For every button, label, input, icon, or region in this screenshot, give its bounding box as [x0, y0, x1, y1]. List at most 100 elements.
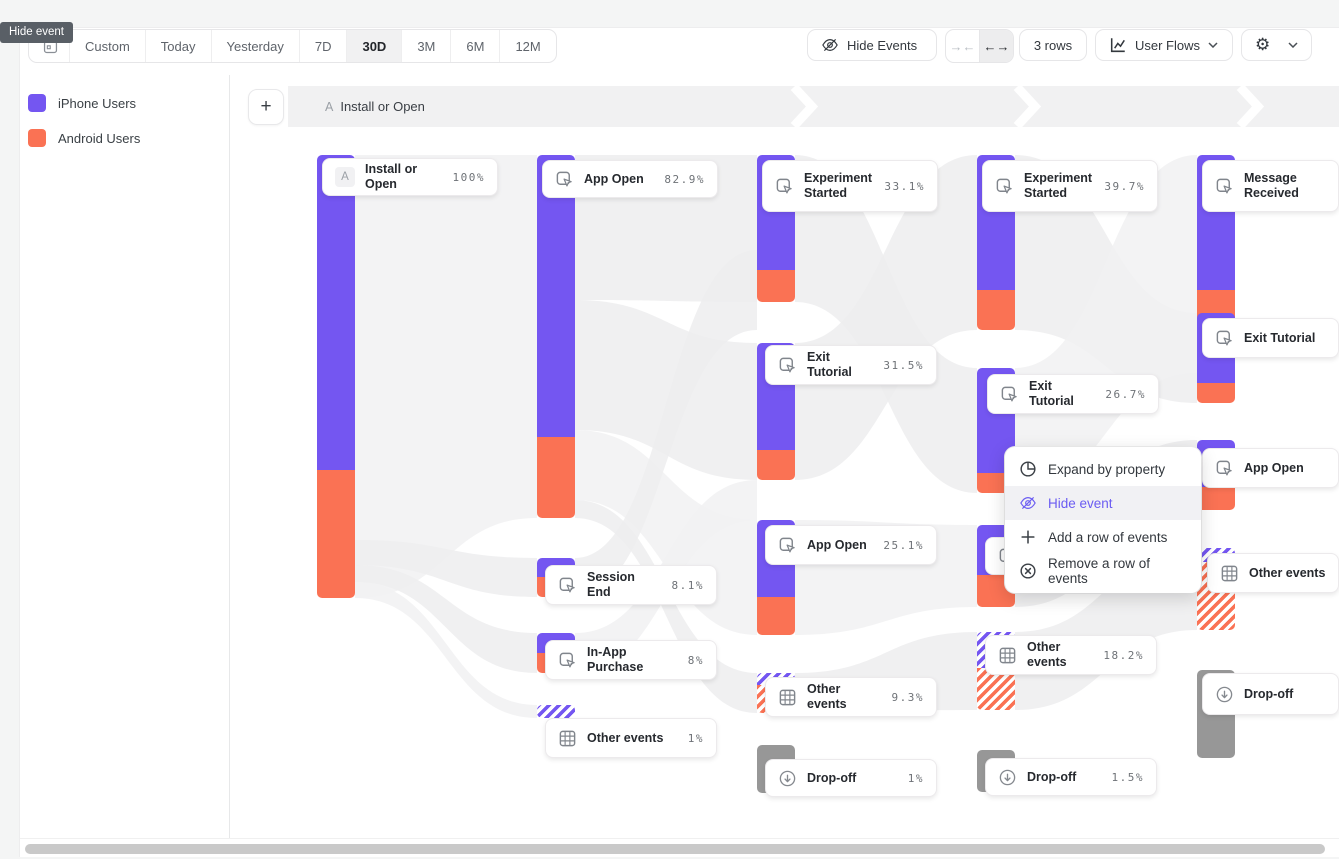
- legend-item-android-users[interactable]: Android Users: [28, 129, 140, 147]
- menu-item-expand-by-property[interactable]: Expand by property: [1005, 452, 1201, 486]
- menu-item-label: Remove a row of events: [1048, 556, 1151, 586]
- menu-item-label: Expand by property: [1048, 461, 1166, 477]
- event-percentage: 1%: [687, 731, 704, 745]
- collapse-expand-toggle: →← ←→: [945, 29, 1014, 63]
- bar-segment: [537, 705, 575, 718]
- event-percentage: 31.5%: [883, 358, 924, 372]
- event-node-install-or-open[interactable]: A Install or Open 100%: [322, 158, 498, 196]
- event-label: App Open: [584, 171, 644, 186]
- tap-event-icon: [1215, 459, 1234, 478]
- breadcrumb-step: A Install or Open: [325, 86, 425, 127]
- menu-item-label: Add a row of events: [1048, 529, 1168, 545]
- event-percentage: 33.1%: [884, 179, 925, 193]
- date-range-custom[interactable]: Custom: [70, 30, 146, 62]
- chevron-down-icon: [1288, 42, 1298, 48]
- breadcrumb[interactable]: A Install or Open: [288, 86, 1339, 127]
- sankey-bar-app-open[interactable]: [537, 155, 575, 518]
- add-step-button[interactable]: +: [248, 89, 284, 125]
- event-label: App Open: [1244, 460, 1304, 475]
- event-label: Other events: [807, 682, 847, 711]
- legend-swatch: [28, 129, 46, 147]
- plus-icon: [1019, 528, 1037, 546]
- event-percentage: 1.5%: [1111, 770, 1144, 784]
- date-range-12m[interactable]: 12M: [515, 38, 541, 54]
- legend-item-iphone-users[interactable]: iPhone Users: [28, 94, 140, 112]
- event-label: Exit Tutorial: [1029, 379, 1074, 408]
- rows-button[interactable]: 3 rows: [1019, 29, 1087, 61]
- event-node-drop-off[interactable]: Drop-off: [1202, 673, 1339, 715]
- menu-item-hide-event[interactable]: Hide event: [1005, 486, 1201, 520]
- bar-segment: [757, 270, 795, 302]
- event-label: Experiment Started: [804, 171, 873, 200]
- event-node-other-events[interactable]: Other events 9.3%: [765, 677, 937, 717]
- menu-item-add-a-row-of-events[interactable]: Add a row of events: [1005, 520, 1201, 554]
- date-range-6m[interactable]: 6M: [451, 30, 501, 62]
- event-percentage: 100%: [452, 170, 485, 184]
- grid-icon: [998, 646, 1017, 665]
- event-node-experiment-started[interactable]: Experiment Started 39.7%: [982, 160, 1158, 212]
- breadcrumb-badge: A: [325, 99, 334, 114]
- event-node-other-events[interactable]: Other events: [1207, 553, 1339, 593]
- hide-event-tooltip: Hide event: [0, 22, 73, 43]
- date-range-yesterday[interactable]: Yesterday: [212, 30, 300, 62]
- event-node-exit-tutorial[interactable]: Exit Tutorial: [1202, 318, 1339, 358]
- date-range-picker: Custom Today Yesterday 7D 30D 3M 6M 12M: [28, 29, 557, 63]
- event-node-session-end[interactable]: Session End 8.1%: [545, 565, 717, 605]
- event-node-other-events[interactable]: Other events 1%: [545, 718, 717, 758]
- drop-off-icon: [778, 769, 797, 788]
- tap-event-icon: [778, 356, 797, 375]
- bar-segment: [537, 437, 575, 518]
- scrollbar-thumb[interactable]: [25, 844, 1325, 854]
- expand-columns-button[interactable]: ←→: [979, 30, 1013, 62]
- event-percentage: 9.3%: [891, 690, 924, 704]
- settings-dropdown[interactable]: ⚙: [1241, 29, 1312, 61]
- chart-type-dropdown[interactable]: User Flows: [1095, 29, 1233, 61]
- chevron-down-icon: [1208, 42, 1218, 48]
- event-label: Other events: [1249, 565, 1326, 580]
- horizontal-scrollbar: [20, 838, 1339, 857]
- event-node-drop-off[interactable]: Drop-off 1%: [765, 759, 937, 797]
- legend-swatch: [28, 94, 46, 112]
- drop-off-icon: [1215, 685, 1234, 704]
- gear-icon: ⚙: [1255, 35, 1271, 54]
- event-percentage: 8%: [687, 653, 704, 667]
- event-node-app-open[interactable]: App Open 82.9%: [542, 160, 718, 198]
- bar-segment: [537, 155, 575, 437]
- bar-segment: [1197, 383, 1235, 403]
- event-label: Other events: [587, 730, 664, 745]
- chart-type-label: User Flows: [1135, 37, 1201, 53]
- hide-events-button[interactable]: Hide Events: [807, 29, 937, 61]
- event-node-exit-tutorial[interactable]: Exit Tutorial 31.5%: [765, 345, 937, 385]
- event-node-other-events[interactable]: Other events 18.2%: [985, 635, 1157, 675]
- sankey-bar-other-events[interactable]: [537, 705, 575, 718]
- collapse-columns-button[interactable]: →←: [946, 30, 979, 62]
- bar-segment: [977, 668, 1015, 710]
- grid-icon: [1220, 564, 1239, 583]
- date-range-30d[interactable]: 30D: [347, 30, 403, 62]
- tap-event-icon: [778, 536, 797, 555]
- tap-event-icon: [555, 170, 574, 189]
- date-range-3m[interactable]: 3M: [402, 30, 452, 62]
- date-range-today[interactable]: Today: [146, 30, 212, 62]
- event-node-exit-tutorial[interactable]: Exit Tutorial 26.7%: [987, 374, 1159, 414]
- event-label: Experiment Started: [1024, 171, 1093, 200]
- event-node-experiment-started[interactable]: Experiment Started 33.1%: [762, 160, 938, 212]
- event-node-app-open[interactable]: App Open 25.1%: [765, 525, 937, 565]
- date-range-7d[interactable]: 7D: [300, 30, 348, 62]
- event-label: Other events: [1027, 640, 1067, 669]
- event-label: Exit Tutorial: [1244, 330, 1316, 345]
- event-label: Drop-off: [807, 770, 857, 785]
- tap-event-icon: [775, 177, 794, 196]
- menu-item-remove-a-row-of-events[interactable]: Remove a row of events: [1005, 554, 1201, 588]
- remove-icon: [1019, 562, 1037, 580]
- sankey-bar-install-or-open[interactable]: [317, 155, 355, 598]
- bar-segment: [757, 597, 795, 635]
- event-node-app-open[interactable]: App Open: [1202, 448, 1339, 488]
- event-node-in-app-purchase[interactable]: In-App Purchase 8%: [545, 640, 717, 680]
- legend-label: Android Users: [58, 130, 141, 146]
- breadcrumb-chevron-icons: [790, 86, 1265, 127]
- event-node-message-received[interactable]: Message Received: [1202, 160, 1339, 212]
- menu-item-label: Hide event: [1048, 495, 1113, 511]
- event-node-drop-off[interactable]: Drop-off 1.5%: [985, 758, 1157, 796]
- event-label: Session End: [587, 570, 635, 599]
